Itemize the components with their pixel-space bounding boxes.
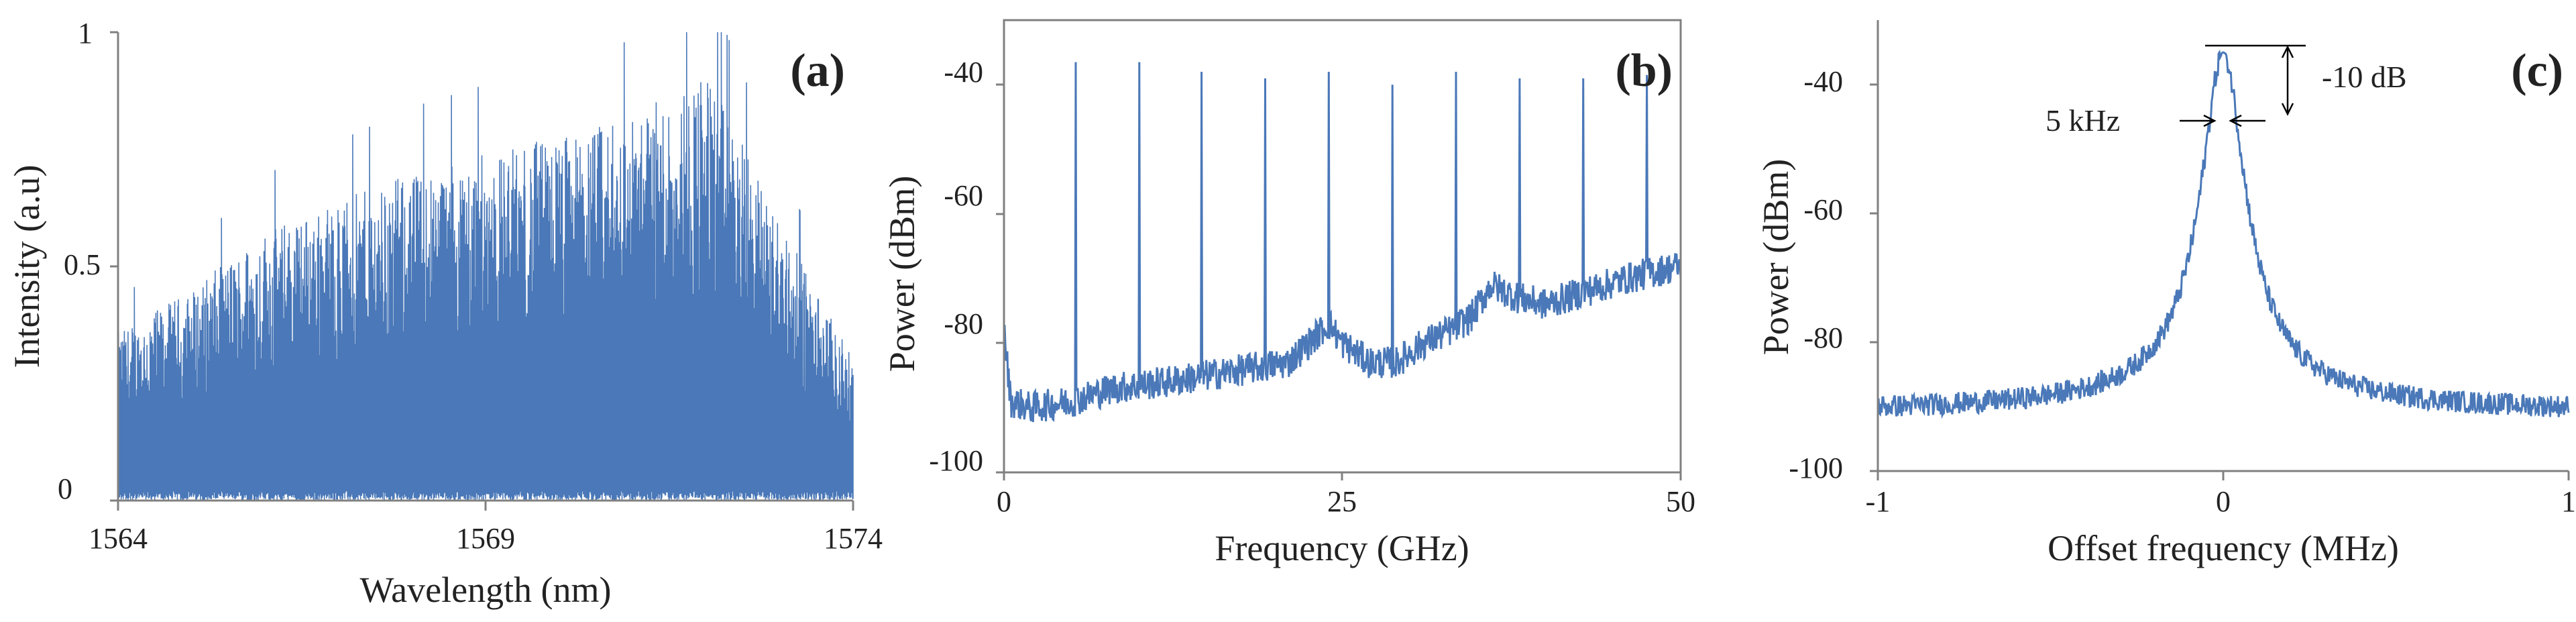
panel-b-x-tick-label: 25 [1327, 485, 1357, 518]
panel-c-x-tick-label: 1 [2561, 485, 2576, 518]
panel-c: -1 0 1 -100 -80 -60 -40 Offset frequency… [1756, 20, 2576, 568]
panel-b-y-tick-label: -100 [929, 444, 983, 477]
arrowhead-up-icon [2281, 45, 2294, 58]
panel-a-x-axis-label: Wavelength (nm) [359, 570, 611, 610]
panel-c-x-axis-label: Offset frequency (MHz) [2048, 528, 2399, 568]
panel-a-y-tick-label: 0.5 [64, 248, 101, 281]
panel-a-x-tick-label: 1574 [824, 522, 883, 555]
panel-c-annotations: 5 kHz -10 dB [2046, 44, 2407, 138]
panel-c-y-tick-label: -80 [1803, 321, 1843, 354]
panel-b-x-axis-label: Frequency (GHz) [1215, 528, 1469, 568]
panel-b-y-axis-label: Power (dBm) [882, 176, 922, 372]
panel-b-series [1003, 62, 1682, 423]
panel-a-y-axis-label: Intensity (a.u) [7, 165, 47, 368]
panel-a: 1564 1569 1574 0 0.5 1 Wavelength (nm) I… [7, 17, 883, 610]
panel-b-y-tick-label: -40 [944, 56, 983, 89]
panel-a-axes [110, 31, 854, 511]
panel-b-y-tick-label: -80 [944, 307, 983, 340]
panel-a-y-tick-label: 0 [58, 472, 72, 505]
panel-b-frame [1003, 19, 1682, 474]
panel-b: 0 25 50 -100 -80 -60 -40 Frequency (GHz)… [882, 19, 1695, 568]
panel-a-y-tick-label: 1 [78, 17, 93, 50]
panel-c-x-tick-label: 0 [2216, 485, 2231, 518]
panel-a-x-tick-label: 1564 [89, 522, 148, 555]
panel-c-x-tick-label: -1 [1866, 485, 1891, 518]
panel-a-x-tick-label: 1569 [456, 522, 515, 555]
panel-c-y-tick-label: -40 [1803, 65, 1843, 98]
panel-b-x-tick-label: 50 [1666, 485, 1695, 518]
panel-b-y-tick-label: -60 [944, 179, 983, 212]
panel-c-linewidth-line [1877, 49, 2570, 419]
panel-c-y-axis-label: Power (dBm) [1756, 159, 1796, 355]
annotation-5khz-label: 5 kHz [2046, 103, 2120, 138]
panel-c-tag: (c) [2511, 45, 2563, 97]
panel-a-spectrum-line [117, 32, 854, 501]
panel-a-series [117, 32, 854, 501]
arrowhead-down-icon [2281, 103, 2294, 116]
panel-b-axes [996, 19, 1682, 480]
panel-c-y-tick-label: -100 [1789, 452, 1843, 484]
annotation-10db-label: -10 dB [2322, 60, 2407, 94]
panel-a-tag: (a) [790, 45, 845, 97]
panel-b-spectrum-line [1003, 62, 1682, 423]
panel-b-x-tick-label: 0 [997, 485, 1011, 518]
panel-c-series [1877, 49, 2570, 419]
arrowhead-right-icon [2203, 114, 2217, 127]
panel-c-y-tick-label: -60 [1803, 193, 1843, 226]
arrowhead-left-icon [2229, 114, 2242, 127]
panel-c-axes [1870, 20, 2570, 480]
panel-b-tag: (b) [1615, 45, 1673, 97]
